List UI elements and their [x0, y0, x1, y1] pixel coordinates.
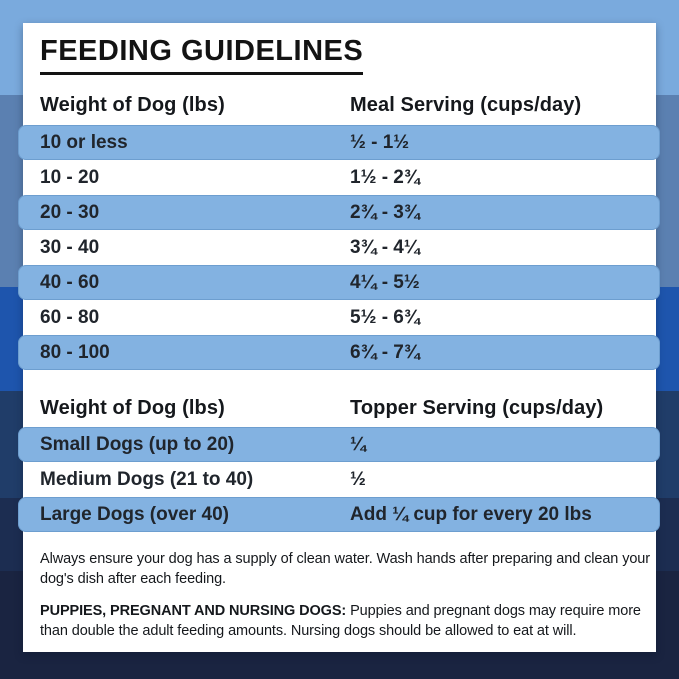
meal-header-serving: Meal Serving (cups/day) [350, 94, 582, 116]
serving-cell: 1½ - 2¾ [350, 167, 420, 188]
table-row: 10 - 20 1½ - 2¾ [40, 160, 639, 195]
weight-cell: 30 - 40 [40, 237, 100, 258]
serving-cell: 6¾ - 7¾ [350, 342, 420, 363]
topper-header-serving: Topper Serving (cups/day) [350, 397, 604, 419]
weight-cell: Medium Dogs (21 to 40) [40, 469, 254, 490]
weight-cell: 10 or less [40, 132, 128, 153]
page-title: FEEDING GUIDELINES [40, 36, 364, 75]
serving-cell: ½ - 1½ [350, 132, 410, 153]
serving-cell: 4¼ - 5½ [350, 272, 420, 293]
table-row: 80 - 100 6¾ - 7¾ [18, 335, 660, 370]
feeding-guidelines-card: FEEDING GUIDELINES Weight of Dog (lbs) M… [18, 23, 660, 652]
weight-cell: 80 - 100 [40, 342, 110, 363]
weight-cell: Small Dogs (up to 20) [40, 434, 235, 455]
title-wrap: FEEDING GUIDELINES [40, 36, 639, 75]
puppies-note-text: Puppies and pregnant dogs may require mo… [40, 603, 641, 639]
topper-table: Small Dogs (up to 20) ¼ Medium Dogs (21 … [18, 427, 660, 532]
puppies-note: PUPPIES, PREGNANT AND NURSING DOGS: Pupp… [40, 601, 650, 641]
table-row: 20 - 30 2¾ - 3¾ [18, 195, 660, 230]
weight-cell: 10 - 20 [40, 167, 100, 188]
weight-cell: Large Dogs (over 40) [40, 504, 229, 525]
serving-cell: ¼ [350, 434, 366, 455]
topper-table-header: Weight of Dog (lbs) Topper Serving (cups… [40, 395, 639, 421]
table-row: 60 - 80 5½ - 6¾ [40, 300, 639, 335]
serving-cell: ½ [350, 469, 366, 490]
table-row: Large Dogs (over 40) Add ¼ cup for every… [18, 497, 660, 532]
serving-cell: 3¾ - 4¼ [350, 237, 420, 258]
weight-cell: 60 - 80 [40, 307, 100, 328]
puppies-note-label: PUPPIES, PREGNANT AND NURSING DOGS: [40, 603, 347, 619]
meal-table: 10 or less ½ - 1½ 10 - 20 1½ - 2¾ 20 - 3… [18, 125, 660, 370]
meal-header-weight: Weight of Dog (lbs) [40, 94, 225, 116]
table-row: 10 or less ½ - 1½ [18, 125, 660, 160]
weight-cell: 20 - 30 [40, 202, 100, 223]
serving-cell: Add ¼ cup for every 20 lbs [350, 504, 592, 525]
serving-cell: 5½ - 6¾ [350, 307, 420, 328]
weight-cell: 40 - 60 [40, 272, 100, 293]
meal-table-header: Weight of Dog (lbs) Meal Serving (cups/d… [40, 92, 639, 118]
table-row: 40 - 60 4¼ - 5½ [18, 265, 660, 300]
table-row: Small Dogs (up to 20) ¼ [18, 427, 660, 462]
footnotes: Always ensure your dog has a supply of c… [40, 549, 650, 641]
table-row: 30 - 40 3¾ - 4¼ [40, 230, 639, 265]
topper-header-weight: Weight of Dog (lbs) [40, 397, 225, 419]
water-note: Always ensure your dog has a supply of c… [40, 551, 650, 587]
serving-cell: 2¾ - 3¾ [350, 202, 420, 223]
table-row: Medium Dogs (21 to 40) ½ [40, 462, 639, 497]
